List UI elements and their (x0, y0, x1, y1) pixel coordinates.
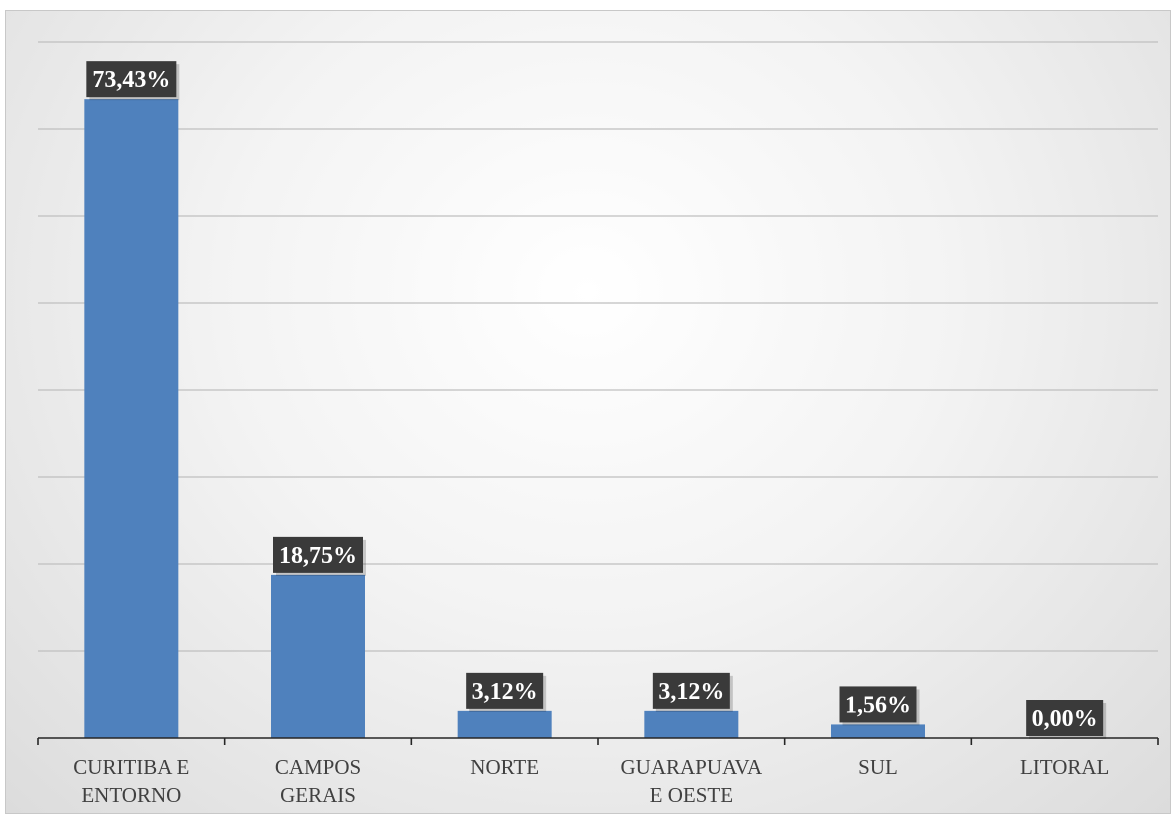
data-label: 3,12% (658, 679, 724, 705)
data-label: 0,00% (1032, 706, 1098, 732)
bar (457, 710, 552, 738)
category-label: ENTORNO (81, 783, 181, 807)
data-label-box (273, 536, 363, 573)
category-label: GUARAPUAVA (621, 755, 763, 779)
chart-frame (5, 10, 1171, 814)
category-label: E OESTE (650, 783, 733, 807)
data-label: 3,12% (472, 679, 538, 705)
data-label-box (652, 672, 730, 709)
category-label: SUL (858, 755, 898, 779)
bar (644, 710, 739, 738)
category-label: LITORAL (1020, 755, 1109, 779)
category-label: NORTE (470, 755, 539, 779)
category-label: CURITIBA E (73, 755, 189, 779)
category-label: CAMPOS (275, 755, 361, 779)
data-label-box (1026, 700, 1104, 736)
data-label-box (86, 61, 177, 98)
bar (84, 99, 179, 738)
bar (831, 724, 925, 738)
bar (271, 574, 365, 738)
data-label: 1,56% (845, 692, 911, 718)
category-label: GERAIS (280, 783, 356, 807)
data-label: 73,43% (92, 67, 170, 93)
data-label: 18,75% (279, 543, 357, 569)
data-label-box (466, 672, 544, 709)
data-label-box (839, 686, 917, 723)
